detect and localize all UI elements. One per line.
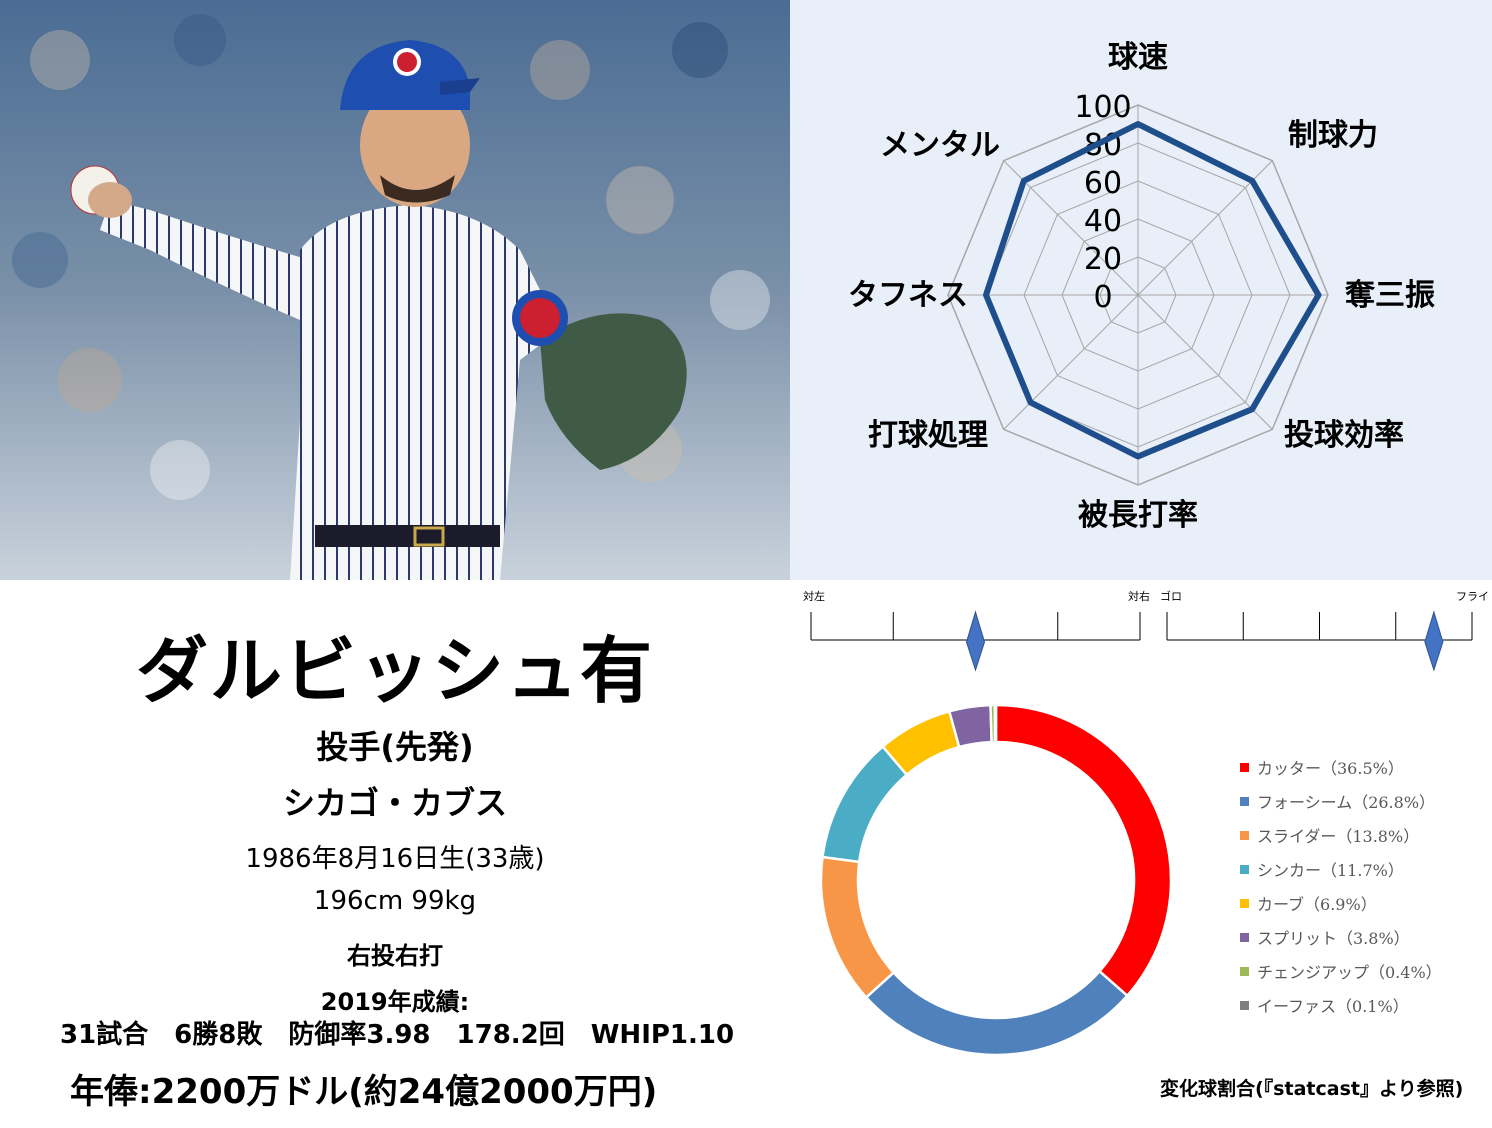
- radar-scale-tick: 0: [1093, 280, 1112, 315]
- legend-entry: シンカー（11.7%）: [1240, 852, 1442, 886]
- legend-swatch: [1240, 762, 1249, 772]
- player-photo: [0, 0, 790, 580]
- legend-entry: カーブ（6.9%）: [1240, 886, 1442, 920]
- legend-swatch: [1240, 1000, 1249, 1010]
- player-name: ダルビッシュ有: [135, 629, 654, 713]
- radar-scale-tick: 60: [1084, 166, 1122, 201]
- radar-axis-label: 球速: [1108, 40, 1168, 75]
- legend-entry: スライダー（13.8%）: [1240, 818, 1442, 852]
- radar-axis-label: メンタル: [880, 128, 1000, 163]
- radar-spoke: [1137, 160, 1273, 296]
- radar-axis-label: 投球効率: [1284, 418, 1404, 453]
- player-team: シカゴ・カブス: [282, 784, 507, 822]
- radar-scale-tick: 40: [1084, 204, 1122, 239]
- player-birth: 1986年8月16日生(33歳): [245, 844, 545, 874]
- slider-vs-left-label: 対左: [803, 590, 825, 603]
- donut-slice: [864, 969, 1130, 1057]
- legend-label: フォーシーム（26.8%）: [1257, 793, 1436, 812]
- legend-label: イーファス（0.1%）: [1257, 997, 1409, 1016]
- legend-swatch: [1240, 864, 1249, 874]
- legend-entry: スプリット（3.8%）: [1240, 920, 1442, 954]
- donut-slice: [989, 703, 997, 744]
- slider-marker: [1424, 610, 1444, 672]
- donut-slice: [947, 703, 993, 749]
- slider-grounder-label: ゴロ: [1160, 590, 1182, 603]
- legend-label: シンカー（11.7%）: [1257, 861, 1404, 880]
- pitch-mix-note: 変化球割合(『statcast』より参照): [1160, 1078, 1464, 1100]
- donut-slice: [994, 703, 1173, 998]
- radar-axis-label: 奪三振: [1345, 278, 1435, 313]
- radar-axis-label: 被長打率: [1078, 498, 1198, 533]
- season-stats: 31試合 6勝8敗 防御率3.98 178.2回 WHIP1.10: [60, 1020, 735, 1050]
- season-label: 2019年成績:: [320, 988, 470, 1016]
- legend-entry: カッター（36.5%）: [1240, 750, 1442, 784]
- radar-chart-panel: 0 20 40 60 80 100 球速 制球力 奪三振 投球効率 被長打率 打球処理 タフネス メンタル: [790, 0, 1492, 580]
- legend-swatch: [1240, 830, 1249, 840]
- radar-axis-label: タフネス: [848, 278, 968, 313]
- slider-vs-right-label: 対右: [1128, 590, 1150, 603]
- player-salary: 年俸:2200万ドル(約24億2000万円): [70, 1072, 658, 1112]
- legend-label: カッター（36.5%）: [1257, 759, 1404, 778]
- legend-entry: チェンジアップ（0.4%）: [1240, 954, 1442, 988]
- player-body-size: 196cm 99kg: [313, 886, 477, 916]
- pitch-mix-legend: カッター（36.5%） フォーシーム（26.8%） スライダー（13.8%） シンカー…: [1240, 750, 1442, 1022]
- radar-spoke: [1003, 294, 1139, 430]
- donut-slice: [881, 709, 961, 777]
- donut-slice: [819, 855, 896, 1000]
- radar-axis-label: 制球力: [1288, 118, 1378, 153]
- legend-label: スライダー（13.8%）: [1257, 827, 1420, 846]
- radar-series-line: [983, 121, 1322, 460]
- legend-swatch: [1240, 796, 1249, 806]
- donut-slice: [821, 744, 909, 864]
- player-position: 投手(先発): [316, 728, 474, 766]
- legend-label: スプリット（3.8%）: [1257, 929, 1410, 948]
- legend-entry: フォーシーム（26.8%）: [1240, 784, 1442, 818]
- radar-axis-label: 打球処理: [868, 418, 988, 453]
- player-handedness: 右投右打: [347, 942, 443, 970]
- legend-label: カーブ（6.9%）: [1257, 895, 1377, 914]
- legend-swatch: [1240, 932, 1249, 942]
- legend-swatch: [1240, 966, 1249, 976]
- slider-fly-label: フライ: [1456, 590, 1489, 603]
- legend-entry: イーファス（0.1%）: [1240, 988, 1442, 1022]
- radar-scale-tick: 100: [1074, 90, 1131, 125]
- donut-slice: [993, 703, 998, 744]
- legend-swatch: [1240, 898, 1249, 908]
- radar-scale-tick: 20: [1084, 242, 1122, 277]
- slider-marker: [965, 610, 986, 672]
- legend-label: チェンジアップ（0.4%）: [1257, 963, 1442, 982]
